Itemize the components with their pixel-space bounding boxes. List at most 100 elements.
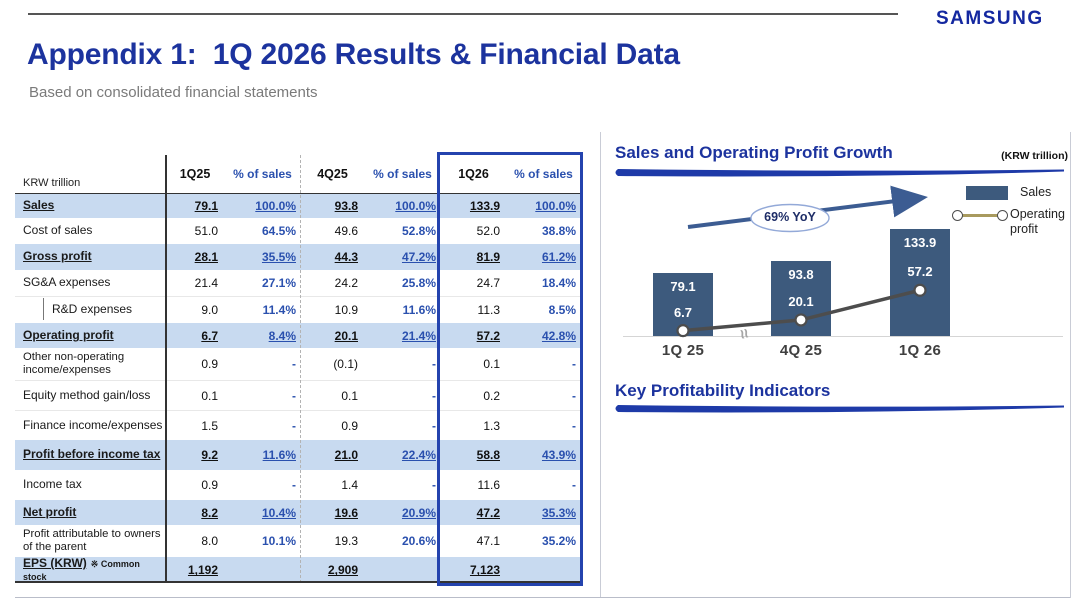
cell-value: 21.4	[194, 276, 218, 290]
cell-value: 81.9	[476, 250, 500, 264]
cell-value: 57.2	[476, 328, 500, 343]
row-label: Net profit	[23, 504, 77, 519]
cell-percent: -	[572, 357, 576, 371]
cell-value: 1.3	[483, 418, 500, 433]
row-label: Cost of sales	[23, 223, 93, 238]
cell-value: 2,909	[327, 563, 358, 578]
row-label: Sales	[23, 197, 55, 212]
row-label: Profit attributable to owners of the par…	[23, 528, 161, 553]
column-header: 1Q25	[179, 167, 211, 181]
operating-profit-value-label: 57.2	[907, 264, 933, 280]
table-header-row: KRW trillion 1Q25 % of sales 4Q25 % of sales…	[15, 155, 580, 193]
sales-value-label: 93.8	[788, 266, 814, 282]
column-header: 4Q25	[317, 167, 348, 181]
table-row: Sales 79.1 100.0% 93.8 100.0% 133.9 100.0%	[15, 193, 580, 218]
table-row: Profit before income tax 9.2 11.6% 21.0 22.4…	[15, 440, 580, 470]
cell-value: 1.4	[341, 478, 358, 492]
cell-value: 0.1	[483, 357, 500, 371]
cell-percent: 38.8%	[541, 224, 576, 238]
cell-value: 10.9	[334, 303, 358, 317]
cell-value: 52.0	[476, 224, 500, 238]
table-row: Gross profit 28.1 35.5% 44.3 47.2% 81.9 61.2%	[15, 244, 580, 270]
cell-percent: 35.3%	[541, 505, 576, 520]
cell-percent: -	[432, 418, 436, 433]
row-label: Operating profit	[23, 327, 114, 342]
top-rule	[28, 13, 898, 15]
row-label: Finance income/expenses	[23, 417, 163, 432]
table-row: Finance income/expenses 1.5 - 0.9 - 1.3 -	[15, 410, 580, 440]
cell-value: 47.1	[476, 534, 500, 548]
sales-value-label: 133.9	[903, 234, 937, 250]
cell-percent: 22.4%	[401, 448, 436, 462]
table-row: SG&A expenses 21.4 27.1% 24.2 25.8% 24.7 18.4%	[15, 270, 580, 296]
cell-percent: -	[292, 388, 296, 403]
unit-label: KRW trillion	[23, 177, 81, 189]
cell-value: 0.9	[201, 357, 218, 371]
cell-percent: 20.9%	[401, 505, 436, 520]
cell-percent: -	[572, 418, 576, 433]
cell-percent: 21.4%	[401, 328, 436, 343]
cell-value: 0.1	[201, 388, 218, 403]
row-label: Income tax	[23, 477, 82, 492]
cell-value: 44.3	[334, 250, 358, 264]
chart-legend: Sales Operating profit	[952, 185, 1070, 244]
cell-percent: 8.5%	[548, 303, 576, 317]
table-row: Net profit 8.2 10.4% 19.6 20.9% 47.2 35.3%	[15, 500, 580, 525]
x-axis-line	[623, 336, 1063, 337]
table-row: R&D expenses 9.0 11.4% 10.9 11.6% 11.3 8.5%	[15, 296, 580, 323]
cell-value: 58.8	[476, 448, 500, 462]
page-subtitle: Based on consolidated financial statemen…	[29, 84, 318, 101]
sales-value-label: 79.1	[670, 278, 696, 294]
cell-percent: 11.4%	[262, 303, 296, 317]
page-title: Appendix 1: 1Q 2026 Results & Financial …	[27, 38, 680, 71]
column-header: % of sales	[373, 167, 432, 181]
cell-value: 0.2	[483, 388, 500, 403]
cell-value: 47.2	[476, 505, 500, 520]
cell-value: 20.1	[334, 328, 358, 343]
axis-break-icon: ≈	[733, 326, 755, 341]
cell-value: 11.3	[477, 303, 500, 317]
cell-value: 11.6	[477, 478, 500, 492]
cell-value: 28.1	[194, 250, 218, 264]
cell-percent: 20.6%	[401, 534, 436, 548]
cell-percent: -	[292, 478, 296, 492]
cell-percent: 43.9%	[541, 448, 576, 462]
financial-results-table: KRW trillion 1Q25 % of sales 4Q25 % of sales…	[15, 152, 583, 586]
cell-value: 51.0	[194, 224, 218, 238]
chart-unit-label: (KRW trillion)	[1001, 150, 1068, 162]
row-label-note: ※ Common stock	[23, 559, 140, 583]
operating-profit-legend-marker	[952, 209, 1008, 222]
cell-value: 0.1	[341, 388, 358, 403]
cell-percent: -	[572, 388, 576, 403]
cell-percent: 100.0%	[535, 198, 576, 213]
cell-percent: 10.1%	[261, 534, 296, 548]
table-row: Income tax 0.9 - 1.4 - 11.6 -	[15, 470, 580, 500]
yoy-annotation-label: 69% YoY	[764, 210, 816, 224]
cell-percent: 25.8%	[401, 276, 436, 290]
row-label: R&D expenses	[15, 298, 165, 321]
column-header: 1Q26	[458, 167, 489, 181]
chart-section-title: Sales and Operating Profit Growth	[615, 143, 893, 162]
sales-operating-profit-chart: 79.1 6.7 1Q 25 93.8 20.1 4Q 25 133.9 57.2 1Q 26 …	[615, 184, 1070, 369]
cell-percent: 18.4%	[541, 276, 576, 290]
cell-percent: -	[432, 388, 436, 403]
operating-profit-value-label: 6.7	[673, 304, 693, 320]
section-title-underline	[615, 169, 1064, 177]
cell-value: 9.0	[201, 303, 218, 317]
cell-percent: -	[572, 478, 576, 492]
column-divider-right	[1070, 132, 1071, 598]
row-label: EPS (KRW) ※ Common stock	[23, 556, 140, 583]
cell-percent: -	[292, 357, 296, 371]
cell-value: 7,123	[469, 563, 500, 578]
cell-value: 21.0	[334, 448, 358, 462]
cell-value: 1,192	[187, 563, 218, 578]
section-title-underline	[615, 405, 1064, 413]
cell-value: 24.2	[334, 276, 358, 290]
column-header: % of sales	[514, 167, 573, 181]
row-label: Profit before income tax	[23, 447, 161, 462]
cell-value: 0.9	[201, 478, 218, 492]
legend-dot-icon	[952, 209, 963, 221]
cell-value: 9.2	[201, 448, 218, 462]
cell-value: 24.7	[476, 276, 500, 290]
